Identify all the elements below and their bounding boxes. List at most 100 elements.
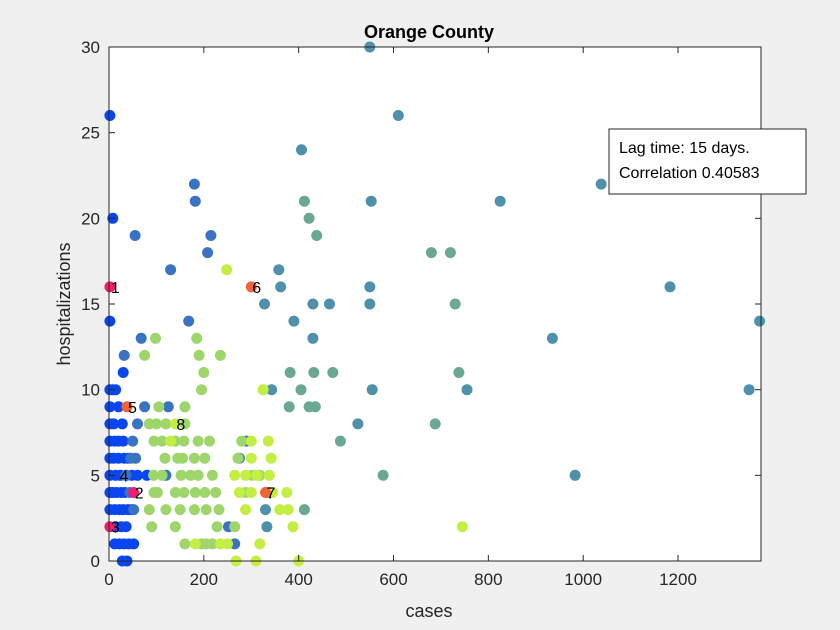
data-point-179: [229, 469, 241, 481]
data-point-156: [174, 504, 186, 516]
data-point-192: [254, 538, 266, 550]
data-point-168: [232, 452, 244, 464]
data-point-10: [116, 418, 128, 430]
data-point-101: [311, 230, 323, 241]
data-point-122: [196, 384, 207, 396]
data-point-150: [178, 487, 190, 498]
data-point-202: [104, 521, 116, 533]
legend-correlation: Correlation 0.40583: [619, 165, 760, 182]
data-point-62: [188, 178, 200, 190]
data-point-94: [754, 315, 766, 327]
data-point-159: [213, 504, 225, 516]
data-point-158: [200, 504, 212, 516]
data-point-180: [240, 469, 252, 481]
data-point-188: [274, 504, 286, 516]
data-point-177: [245, 452, 257, 464]
data-point-154: [143, 504, 155, 516]
data-point-163: [229, 521, 241, 533]
data-point-149: [169, 487, 181, 498]
data-point-152: [199, 487, 211, 498]
data-point-114: [284, 367, 296, 378]
y-axis-label: hospitalizations: [54, 242, 74, 365]
data-point-51: [135, 332, 147, 344]
y-tick-label-2: 10: [81, 381, 100, 400]
x-tick-label-3: 600: [379, 570, 407, 589]
y-tick-label-5: 25: [81, 124, 100, 143]
data-point-2: [104, 315, 116, 327]
data-point-88: [494, 195, 506, 207]
data-point-110: [308, 367, 320, 378]
point-annotation-4: 4: [120, 468, 129, 485]
data-point-141: [148, 469, 160, 481]
point-annotation-2: 2: [135, 486, 144, 503]
data-point-66: [162, 401, 174, 413]
data-point-7: [113, 401, 124, 413]
data-point-76: [288, 315, 300, 327]
data-point-90: [664, 281, 676, 293]
data-point-118: [150, 332, 161, 344]
data-point-53: [139, 401, 151, 413]
data-point-119: [191, 332, 203, 344]
data-point-133: [178, 435, 190, 447]
x-tick-label-5: 1000: [564, 570, 602, 589]
data-point-175: [245, 435, 257, 447]
data-point-65: [205, 230, 217, 241]
legend-lag-time: Lag time: 15 days.: [619, 140, 750, 157]
data-point-59: [120, 469, 132, 481]
data-point-125: [153, 401, 165, 413]
y-tick-label-3: 15: [81, 295, 100, 314]
data-point-142: [156, 469, 168, 481]
data-point-127: [150, 418, 162, 430]
data-point-97: [260, 504, 271, 516]
data-point-64: [202, 247, 214, 259]
data-point-189: [282, 504, 294, 516]
data-point-123: [198, 367, 210, 378]
data-point-103: [444, 247, 456, 259]
x-tick-label-6: 1200: [659, 570, 697, 589]
data-point-105: [453, 367, 465, 378]
point-annotation-1: 1: [111, 280, 120, 297]
data-point-100: [303, 212, 315, 224]
data-point-176: [262, 435, 274, 447]
x-tick-label-4: 800: [474, 570, 502, 589]
data-point-80: [324, 298, 335, 310]
data-point-113: [295, 384, 307, 396]
data-point-98: [261, 521, 273, 533]
data-point-131: [156, 435, 168, 447]
data-point-204: [245, 281, 257, 293]
data-point-198: [189, 538, 201, 550]
data-point-61: [183, 315, 195, 327]
data-point-187: [240, 504, 252, 516]
data-point-178: [265, 452, 277, 464]
y-tick-label-1: 5: [91, 466, 100, 485]
data-point-181: [251, 469, 263, 481]
data-point-184: [245, 487, 257, 498]
data-point-140: [199, 452, 211, 464]
data-point-203: [128, 487, 140, 498]
data-point-106: [429, 418, 441, 430]
data-point-143: [175, 469, 187, 481]
data-point-25: [132, 469, 143, 481]
data-point-14: [117, 435, 129, 447]
data-point-205: [121, 401, 133, 413]
data-point-139: [188, 452, 200, 464]
data-point-112: [303, 401, 315, 413]
data-point-40: [120, 521, 132, 533]
x-axis: 0 200 400 600 800 1000 1200: [104, 47, 697, 589]
points-layer: [104, 41, 766, 567]
data-point-79: [307, 332, 319, 344]
point-annotation-3: 3: [111, 520, 120, 537]
data-point-136: [159, 452, 171, 464]
plot-area: [109, 47, 761, 561]
data-point-151: [189, 487, 201, 498]
data-point-54: [127, 435, 139, 447]
data-point-45: [128, 538, 140, 550]
x-tick-label-0: 0: [104, 570, 113, 589]
data-point-197: [165, 435, 177, 447]
legend-frame: [608, 128, 807, 195]
data-point-63: [189, 195, 201, 207]
data-point-115: [283, 401, 295, 413]
